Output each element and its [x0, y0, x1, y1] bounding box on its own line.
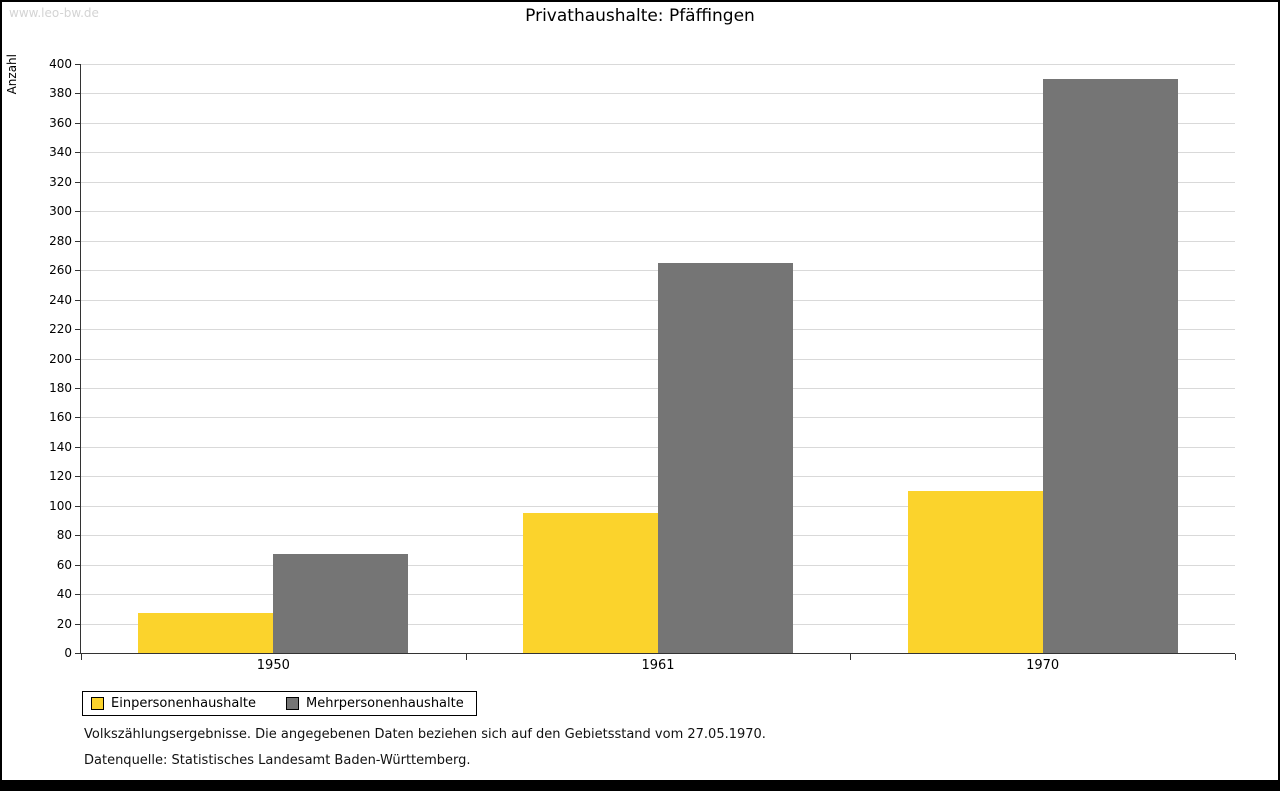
y-axis-tick — [75, 387, 81, 389]
gridline — [81, 64, 1235, 65]
gridline — [81, 93, 1235, 95]
legend-label-einpersonenhaushalte: Einpersonenhaushalte — [111, 696, 256, 711]
y-axis-tick-label: 200 — [49, 351, 72, 366]
chart-title: Privathaushalte: Pfäffingen — [525, 6, 755, 26]
y-axis-tick-label: 220 — [49, 322, 72, 337]
x-axis-category-label: 1950 — [256, 658, 290, 673]
footnote-source-note: Volkszählungsergebnisse. Die angegebenen… — [84, 727, 766, 742]
y-axis-tick — [75, 564, 81, 566]
y-axis-tick — [75, 623, 81, 625]
y-axis-tick-label: 360 — [49, 115, 72, 130]
y-axis-tick-label: 160 — [49, 410, 72, 425]
y-axis-tick-label: 80 — [56, 528, 72, 543]
y-axis-tick — [75, 358, 81, 360]
y-axis-tick — [75, 211, 81, 213]
x-axis-category-label: 1961 — [641, 658, 675, 673]
y-axis-tick — [75, 240, 81, 242]
legend-swatch-einpersonenhaushalte — [91, 697, 104, 710]
gridline — [81, 152, 1235, 154]
y-axis-tick-label: 40 — [56, 587, 72, 602]
y-axis-tick-label: 120 — [49, 469, 72, 484]
y-axis-tick — [75, 64, 81, 65]
watermark: www.leo-bw.de — [9, 6, 99, 20]
y-axis-tick-label: 100 — [49, 498, 72, 513]
bar-mehrpersonenhaushalte-1961 — [658, 262, 793, 653]
y-axis-tick-label: 340 — [49, 145, 72, 160]
legend-label-mehrpersonenhaushalte: Mehrpersonenhaushalte — [306, 696, 464, 711]
bar-einpersonenhaushalte-1950 — [138, 613, 274, 653]
footnote-data-source: Datenquelle: Statistisches Landesamt Bad… — [84, 753, 471, 768]
gridline — [81, 181, 1235, 183]
legend: Einpersonenhaushalte Mehrpersonenhaushal… — [82, 691, 477, 716]
legend-entry-einpersonenhaushalte: Einpersonenhaushalte — [91, 696, 256, 711]
x-axis-category-label: 1970 — [1026, 658, 1060, 673]
y-axis-tick — [75, 299, 81, 301]
gridline — [81, 211, 1235, 213]
bar-einpersonenhaushalte-1970 — [907, 491, 1043, 653]
y-axis-tick — [75, 446, 81, 448]
y-axis-tick-label: 260 — [49, 263, 72, 278]
x-axis-tick — [81, 654, 82, 660]
y-axis-tick — [75, 122, 81, 124]
y-axis-tick-label: 300 — [49, 204, 72, 219]
y-axis-title: Anzahl — [5, 54, 19, 95]
x-axis-tick — [1235, 654, 1236, 660]
y-axis-tick — [75, 594, 81, 596]
y-axis-tick-label: 400 — [49, 57, 72, 71]
y-axis-tick — [75, 329, 81, 331]
y-axis-tick — [75, 505, 81, 507]
bar-mehrpersonenhaushalte-1950 — [273, 554, 409, 653]
y-axis-tick-label: 20 — [56, 616, 72, 631]
y-axis-tick-label: 280 — [49, 233, 72, 248]
bar-einpersonenhaushalte-1961 — [523, 513, 658, 653]
y-axis-tick-label: 380 — [49, 86, 72, 101]
y-axis-tick — [75, 181, 81, 183]
y-axis-tick — [75, 93, 81, 95]
y-axis-tick-label: 320 — [49, 174, 72, 189]
legend-swatch-mehrpersonenhaushalte — [286, 697, 299, 710]
y-axis-tick-label: 180 — [49, 380, 72, 395]
y-axis-tick — [75, 476, 81, 478]
y-axis-tick — [75, 653, 81, 654]
gridline — [81, 122, 1235, 124]
y-axis-tick — [75, 152, 81, 154]
y-axis-tick-label: 60 — [56, 557, 72, 572]
y-axis-tick-label: 240 — [49, 292, 72, 307]
y-axis-tick — [75, 417, 81, 419]
gridline — [81, 240, 1235, 242]
x-axis-tick — [465, 654, 467, 660]
y-axis-tick-label: 140 — [49, 439, 72, 454]
legend-entry-mehrpersonenhaushalte: Mehrpersonenhaushalte — [286, 696, 464, 711]
y-axis-tick — [75, 270, 81, 272]
y-axis-tick — [75, 535, 81, 537]
y-axis-tick-label: 0 — [64, 646, 72, 660]
x-axis-tick — [850, 654, 852, 660]
bar-mehrpersonenhaushalte-1970 — [1042, 78, 1178, 653]
plot-area: 0 20 40 60 80 100 120 140 160 180 200 220 240 260 280 3… — [49, 57, 1236, 673]
